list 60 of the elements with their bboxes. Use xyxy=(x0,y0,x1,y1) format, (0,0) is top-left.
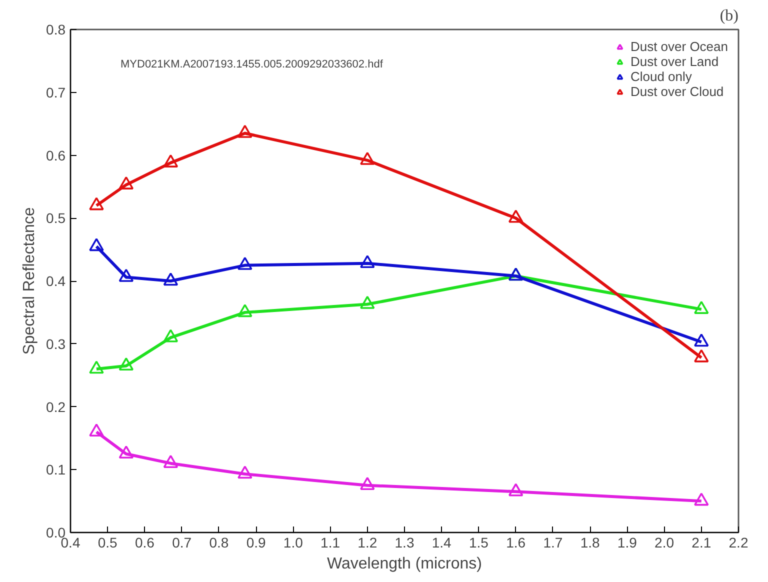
y-tick-label: 0.1 xyxy=(46,462,66,478)
legend-label: Dust over Land xyxy=(630,54,719,69)
x-tick-label: 2.1 xyxy=(692,534,712,550)
point xyxy=(89,238,104,252)
point xyxy=(360,476,375,490)
x-tick-label: 2.2 xyxy=(728,534,748,550)
point xyxy=(508,210,524,223)
point xyxy=(163,272,178,286)
y-tick-label: 0.6 xyxy=(46,147,66,164)
y-tick-label: 0.3 xyxy=(46,336,66,352)
x-tick-label: 1.5 xyxy=(468,534,489,550)
point xyxy=(163,154,178,168)
legend-label: Cloud only xyxy=(630,69,692,84)
y-tick-label: 0.7 xyxy=(46,84,66,100)
point xyxy=(238,304,252,318)
legend-label: Dust over Cloud xyxy=(630,84,724,99)
y-tick-label: 0.2 xyxy=(46,398,66,415)
x-tick-label: 0.5 xyxy=(98,534,118,550)
y-tick-label: 0.8 xyxy=(46,22,66,38)
annotation: MYD021KM.A2007193.1455.005.2009292033602.hdf xyxy=(120,58,384,70)
point xyxy=(118,176,134,190)
x-tick-label: 0.7 xyxy=(172,534,192,550)
point xyxy=(238,466,252,479)
point xyxy=(118,446,134,459)
chart-title: (b) xyxy=(720,8,738,24)
x-tick-label: 1.6 xyxy=(506,534,526,550)
point xyxy=(360,296,375,309)
x-tick-label: 1.8 xyxy=(580,534,600,550)
point xyxy=(238,256,252,270)
x-tick-label: 1.7 xyxy=(543,534,563,550)
point xyxy=(238,124,252,138)
x-tick-label: 1.0 xyxy=(283,534,304,550)
point xyxy=(694,300,709,314)
x-tick-label: 0.6 xyxy=(134,534,155,550)
y-tick-label: 0.4 xyxy=(46,273,66,289)
x-tick-label: 2.0 xyxy=(654,534,674,550)
y-axis-title: Spectral Reflectance xyxy=(21,207,38,355)
point xyxy=(89,197,104,210)
x-axis-title: Wavelength (microns) xyxy=(326,556,482,572)
point xyxy=(118,268,134,282)
x-tick-label: 1.3 xyxy=(394,534,414,550)
x-tick-label: 0.9 xyxy=(246,534,266,550)
point xyxy=(118,357,134,371)
point xyxy=(694,334,709,347)
point xyxy=(89,360,104,374)
x-tick-label: 1.4 xyxy=(432,534,452,550)
point xyxy=(163,329,178,342)
x-tick-label: 1.2 xyxy=(358,534,378,550)
point xyxy=(360,254,375,268)
x-tick-label: 1.1 xyxy=(320,534,340,550)
y-tick-label: 0.5 xyxy=(46,210,66,226)
point xyxy=(694,492,709,506)
point xyxy=(89,423,104,437)
legend-label: Dust over Ocean xyxy=(630,39,728,54)
point xyxy=(694,349,709,362)
point xyxy=(163,454,178,468)
x-tick-label: 1.9 xyxy=(617,534,638,550)
x-tick-label: 0.8 xyxy=(209,534,229,550)
point xyxy=(360,152,375,165)
point xyxy=(508,483,524,496)
